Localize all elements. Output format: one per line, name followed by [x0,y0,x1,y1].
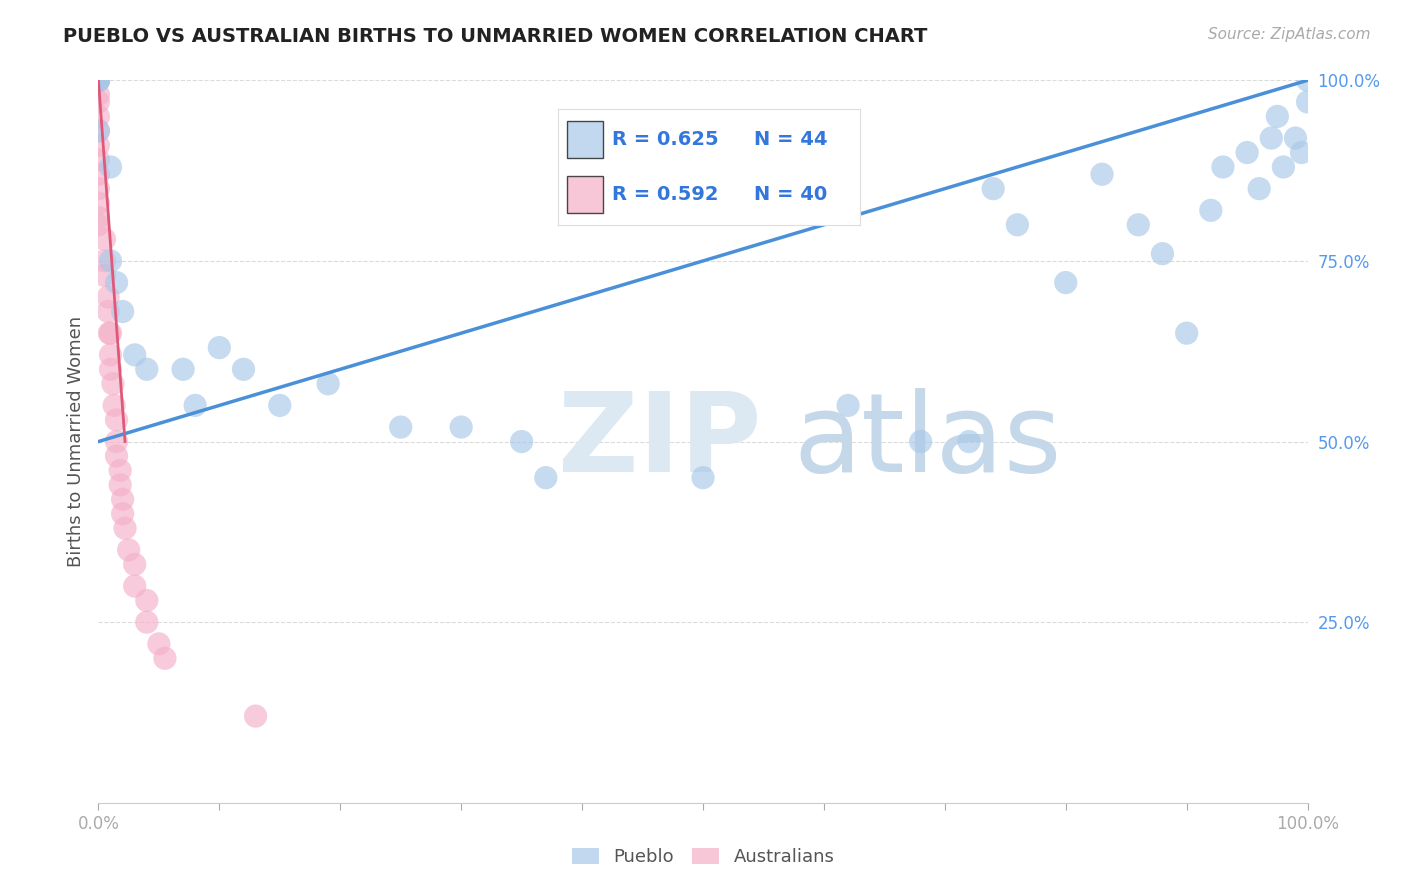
Point [87,87,110,102]
Point [87,110,110,124]
Point [1260,131,1282,145]
Point [153,651,176,665]
Point [87,73,110,87]
Point [1007,218,1029,232]
Point [93,268,115,283]
Point [114,521,136,535]
Point [957,434,980,449]
Point [1291,145,1313,160]
Point [87,138,110,153]
Point [87,153,110,167]
Text: PUEBLO VS AUSTRALIAN BIRTHS TO UNMARRIED WOMEN CORRELATION CHART: PUEBLO VS AUSTRALIAN BIRTHS TO UNMARRIED… [63,27,928,45]
Point [87,211,110,225]
Point [100,253,122,268]
Point [208,341,231,355]
Point [87,218,110,232]
Point [1091,167,1114,181]
Point [87,73,110,87]
Point [87,73,110,87]
Point [510,434,533,449]
Point [93,232,115,246]
Point [1152,246,1174,260]
Point [269,398,291,412]
Point [101,376,124,391]
Point [124,579,146,593]
Point [97,290,120,304]
Point [111,507,134,521]
Point [87,73,110,87]
Point [1212,160,1234,174]
Y-axis label: Births to Unmarried Women: Births to Unmarried Women [66,316,84,567]
Point [135,593,157,607]
Point [97,304,120,318]
Point [910,434,932,449]
Point [450,420,472,434]
Point [389,420,412,434]
Point [100,348,122,362]
Point [148,637,170,651]
Point [1236,145,1258,160]
Point [1249,182,1271,196]
Point [172,362,194,376]
Text: ZIP: ZIP [558,388,761,495]
Point [87,124,110,138]
Point [981,182,1004,196]
Point [1284,131,1306,145]
Text: atlas: atlas [793,388,1062,495]
Point [108,463,131,477]
Point [87,73,110,87]
Point [316,376,339,391]
Text: Source: ZipAtlas.com: Source: ZipAtlas.com [1208,27,1371,42]
Point [87,167,110,181]
Point [87,182,110,196]
Legend: Pueblo, Australians: Pueblo, Australians [572,847,834,866]
Point [1272,160,1295,174]
Point [124,558,146,572]
Point [87,73,110,87]
Point [1175,326,1198,340]
Point [1199,203,1222,218]
Point [100,362,122,376]
Point [105,434,128,449]
Point [87,196,110,211]
Point [111,304,134,318]
Point [87,95,110,109]
Point [1054,276,1077,290]
Point [87,124,110,138]
Point [111,492,134,507]
Point [93,253,115,268]
Point [103,398,125,412]
Point [105,449,128,463]
Point [1296,73,1319,87]
Point [534,470,557,484]
Point [692,470,714,484]
Point [1128,218,1150,232]
Point [87,73,110,87]
Point [105,276,128,290]
Point [837,398,859,412]
Point [105,413,128,427]
Point [100,160,122,174]
Point [100,326,122,340]
Point [245,709,267,723]
Point [1296,95,1319,109]
Point [108,478,131,492]
Point [124,348,146,362]
Point [98,326,121,340]
Point [118,542,141,557]
Point [232,362,254,376]
Point [135,362,157,376]
Point [135,615,157,630]
Point [184,398,207,412]
Point [1267,110,1289,124]
